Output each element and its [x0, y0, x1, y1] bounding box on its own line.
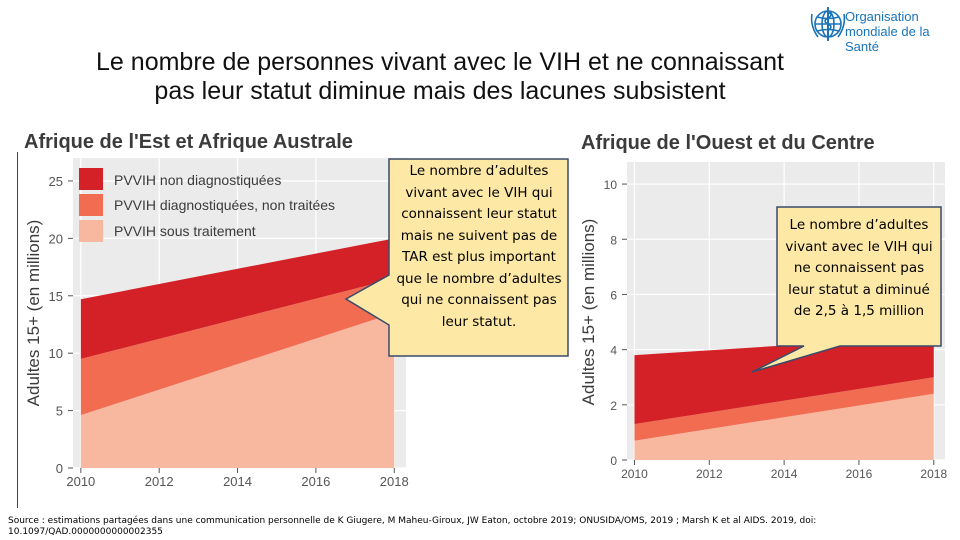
x-tick-label: 2014 — [223, 474, 252, 489]
x-tick-label: 2018 — [920, 467, 947, 481]
area-pvvih-diagnostiqu-es-non-trait-es — [80, 278, 395, 416]
callout-right-text: Le nombre d’adultes vivant avec le VIH q… — [785, 217, 933, 319]
slide-title-line-2: pas leur statut diminue mais des lacunes… — [154, 77, 726, 105]
chart-right-xticks: 2010 2012 2014 2016 2018 — [621, 460, 947, 481]
y-tick-label: 4 — [610, 344, 617, 358]
slide-title-line-1: Le nombre de personnes vivant avec le VI… — [96, 48, 784, 76]
y-tick-label: 20 — [49, 231, 63, 246]
y-tick-label: 2 — [610, 399, 617, 413]
x-tick-label: 2016 — [301, 474, 330, 489]
chart-left-ylabel: Adultes 15+ (en millions) — [24, 220, 43, 407]
x-tick-label: 2016 — [846, 467, 873, 481]
area-pvvih-sous-traitement — [634, 393, 934, 460]
y-tick-label: 25 — [49, 174, 63, 189]
chart-left-title: Afrique de l'Est et Afrique Australe — [24, 131, 353, 153]
left-divider-line — [17, 152, 18, 508]
x-tick-label: 2010 — [621, 467, 648, 481]
legend-swatch-diagnosed — [79, 194, 103, 216]
chart-left-areas — [80, 238, 395, 468]
x-tick-label: 2010 — [66, 474, 95, 489]
legend-label-diagnosed: PVVIH diagnostiquées, non traitées — [114, 197, 335, 213]
chart-right-yticks: 0 2 4 6 8 10 — [604, 178, 627, 468]
legend-swatch-undiagnosed — [79, 168, 103, 190]
callout-left-bubble — [344, 158, 569, 357]
legend-swatch-treated — [79, 220, 103, 242]
x-tick-label: 2014 — [771, 467, 798, 481]
who-logo-line-2: mondiale de la Santé — [845, 24, 930, 54]
y-tick-label: 10 — [49, 346, 63, 361]
who-emblem-icon — [810, 7, 846, 41]
x-tick-label: 2018 — [380, 474, 409, 489]
callout-right-bubble — [751, 206, 942, 373]
source-note: Source : estimations partagées dans une … — [8, 516, 817, 537]
chart-left-xticks: 2010 2012 2014 2016 2018 — [66, 468, 409, 489]
area-pvvih-diagnostiqu-es-non-trait-es — [634, 377, 934, 441]
who-logo-text: Organisation mondiale de la Santé — [845, 9, 960, 54]
y-tick-label: 8 — [610, 233, 617, 247]
slide-title: Le nombre de personnes vivant avec le VI… — [0, 48, 880, 106]
chart-right-ylabel: Adultes 15+ (en millions) — [579, 219, 598, 406]
legend-label-treated: PVVIH sous traitement — [114, 223, 256, 239]
y-tick-label: 0 — [610, 454, 617, 468]
y-tick-label: 10 — [604, 178, 618, 192]
area-pvvih-non-diagnostiqu-es — [80, 238, 395, 359]
chart-left-legend: PVVIH non diagnostiquées PVVIH diagnosti… — [79, 168, 335, 242]
area-pvvih-non-diagnostiqu-es — [634, 335, 934, 425]
y-tick-label: 15 — [49, 289, 63, 304]
chart-right-title: Afrique de l'Ouest et du Centre — [581, 132, 875, 154]
y-tick-label: 5 — [56, 404, 63, 419]
y-tick-label: 6 — [610, 288, 617, 302]
x-tick-label: 2012 — [696, 467, 723, 481]
callout-left-text: Le nombre d’adultes vivant avec le VIH q… — [396, 163, 562, 330]
y-tick-label: 0 — [56, 461, 63, 476]
x-tick-label: 2012 — [145, 474, 174, 489]
chart-left: Afrique de l'Est et Afrique Australe 0 5 1… — [24, 131, 409, 489]
who-logo-line-1: Organisation — [845, 9, 919, 24]
area-pvvih-sous-traitement — [80, 313, 395, 468]
chart-right-areas — [634, 335, 934, 460]
legend-label-undiagnosed: PVVIH non diagnostiquées — [114, 172, 281, 188]
chart-left-yticks: 0 5 10 15 20 25 — [49, 174, 73, 476]
